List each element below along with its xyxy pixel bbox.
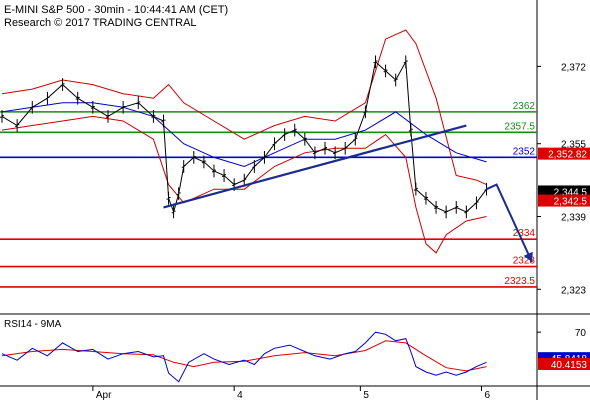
price-bar [408, 123, 413, 137]
level-label-support-2328: 2328 [513, 256, 536, 267]
forecast-arrow-head [523, 251, 533, 262]
price-bar [242, 173, 247, 187]
price-bar [90, 100, 95, 114]
badge-last-box [538, 185, 590, 198]
level-label-support-2323-5: 2323.5 [504, 276, 535, 287]
price-bar [302, 132, 307, 146]
y-tick-label: 2,339 [561, 212, 586, 223]
level-label-support-2334: 2334 [513, 228, 536, 239]
price-bar [423, 191, 428, 205]
price-bar [252, 160, 257, 173]
x-tick-label: Apr [96, 390, 112, 400]
forecast-arrow-line [486, 183, 533, 263]
price-bar [373, 55, 378, 69]
badge-lower-box [538, 194, 590, 207]
price-bar [343, 141, 348, 155]
price-bar [403, 55, 408, 69]
price-bar [136, 96, 141, 110]
rsi-ma-badge: 40.4153 [538, 358, 590, 371]
price-bar [211, 164, 216, 178]
x-tick-label: 5 [363, 390, 369, 400]
price-bar [30, 100, 35, 114]
y-tick-label: 2,355 [561, 140, 586, 151]
level-label-resistance-2362: 2362 [513, 101, 536, 112]
price-bar [282, 128, 287, 141]
price-bar [333, 146, 338, 160]
price-bar [323, 141, 328, 155]
price-bar [121, 100, 126, 114]
x-tick-label: 6 [484, 390, 490, 400]
price-bar [105, 110, 110, 123]
rsi-ma-line [1, 340, 487, 372]
price-bar [363, 105, 368, 119]
badge-upper-label: 2,352.82 [548, 150, 587, 161]
rsi-ma-badge-label: 40.4153 [551, 360, 588, 371]
badge-last-label: 2,344.5 [554, 187, 588, 198]
price-bar [262, 150, 267, 164]
price-bar [0, 110, 4, 123]
price-bar [45, 91, 50, 105]
price-bar [15, 119, 20, 132]
price-bar [191, 150, 196, 164]
price-bar [464, 205, 469, 219]
price-bar [444, 205, 449, 219]
chart-title: E-MINI S&P 500 - 30min - 10:44:41 AM (CE… [4, 4, 228, 16]
price-bar [201, 155, 206, 169]
price-bar [292, 123, 297, 137]
badge-upper: 2,352.82 [538, 147, 590, 161]
price-bar [272, 137, 277, 151]
price-bar [176, 187, 181, 201]
price-bar [60, 78, 65, 91]
price-bar [171, 205, 176, 219]
price-bar [413, 182, 418, 196]
price-bar [474, 196, 479, 210]
price-bar [312, 146, 317, 160]
price-bar [434, 201, 439, 214]
support-trendline [163, 124, 467, 209]
price-bar [161, 114, 166, 128]
price-bar [151, 110, 156, 123]
rsi-title: RSI14 - 9MA [4, 319, 62, 330]
level-label-pivot-2352: 2352 [513, 146, 536, 157]
middle-band-line [1, 102, 487, 168]
rsi-ma-badge-box [538, 358, 590, 371]
upper-band-line [1, 29, 487, 186]
price-bar [353, 132, 358, 146]
y-tick-label: 2,372 [561, 62, 586, 73]
price-bar [383, 64, 388, 78]
y-tick-label: 2,323 [561, 285, 586, 296]
price-bar [166, 191, 171, 205]
price-bar [222, 169, 227, 182]
rsi-tick-label: 70 [575, 328, 587, 339]
price-bar [181, 160, 186, 173]
price-bar [393, 73, 398, 87]
x-tick-label: 4 [237, 390, 243, 400]
rsi-line [1, 331, 487, 383]
badge-lower: 2,342.5 [538, 194, 590, 208]
price-bar [75, 91, 80, 105]
level-label-resistance-2357-5: 2357.5 [504, 121, 535, 132]
badge-last: 2,344.5 [538, 185, 590, 198]
price-bar [454, 201, 459, 214]
badge-lower-label: 2,342.5 [554, 197, 588, 208]
badge-upper-box [538, 147, 590, 160]
chart-credit: Research © 2017 TRADING CENTRAL [4, 17, 197, 29]
